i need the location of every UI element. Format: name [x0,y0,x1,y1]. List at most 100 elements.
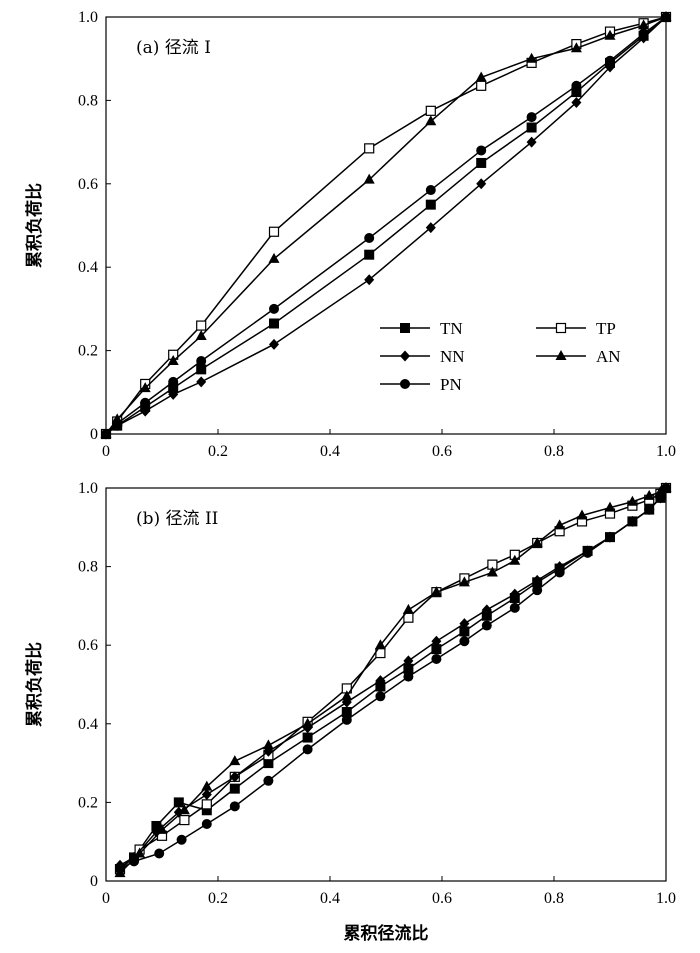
data-point-pn [375,691,386,702]
data-point-an [178,804,190,815]
data-point-nn [532,574,543,586]
y-tick-label: 1.0 [78,9,98,26]
data-point-an [167,355,179,366]
legend: TN TP NN AN PN [380,319,621,394]
data-point-pn [154,848,165,859]
y-tick-label: 0.6 [78,637,98,654]
data-point-pn [661,12,671,22]
y-tick-label: 1.0 [78,480,98,497]
x-axis-label: 累积径流比 [344,923,429,944]
data-point-pn [341,714,352,725]
data-point-pn [129,856,139,867]
series-line-pn [105,16,667,435]
legend-marker-nn [400,350,410,362]
panel-title: (b) 径流 II [136,509,218,529]
data-point-nn [459,618,470,630]
legend-marker-tp [555,322,567,334]
data-point-an [509,554,521,565]
data-point-an [576,509,588,520]
series-line-nn [105,16,667,435]
data-point-nn [229,771,240,783]
data-point-pn [425,185,436,196]
data-point-pn [481,620,492,631]
data-point-tp [364,143,375,154]
x-tick-label: 1.0 [656,443,676,460]
data-point-nn [364,274,375,286]
data-point-nn [481,604,492,616]
data-point-tn [302,732,313,743]
data-point-tn [201,805,212,816]
series-line-an [105,16,667,435]
y-tick-label: 0.2 [78,343,98,360]
data-point-tn [425,199,436,210]
data-point-nn [509,588,520,600]
data-point-pn [509,602,520,613]
data-point-nn [151,826,162,838]
data-point-nn [269,338,279,350]
data-point-an [363,173,375,184]
x-tick-label: 0 [102,443,110,460]
data-point-tn [196,364,207,375]
data-point-pn [115,864,125,875]
x-tick-label: 1.0 [656,890,676,907]
data-point-tn [263,758,274,769]
data-point-an [570,42,582,53]
data-point-pn [526,112,537,123]
data-point-tn [403,663,414,674]
legend-marker-pn [400,379,410,389]
data-point-pn [532,585,543,596]
data-point-nn [431,635,442,647]
y-tick-label: 0.2 [78,794,98,811]
data-point-pn [582,547,593,558]
data-point-pn [201,819,212,830]
data-point-tp [425,105,436,116]
legend-label-an: AN [596,347,621,366]
data-point-nn [571,96,582,108]
data-point-pn [101,429,111,439]
x-tick-label: 0.6 [432,890,452,907]
data-point-tn [375,681,386,692]
data-point-pn [168,376,179,387]
data-point-tn [481,610,492,621]
data-point-an [402,603,414,614]
data-point-tn [526,122,537,133]
data-point-pn [605,55,615,66]
data-point-an [604,501,616,512]
data-point-an [486,566,498,577]
data-point-tn [269,318,279,329]
x-tick-label: 0.2 [208,890,228,907]
legend-label-tp: TP [596,319,616,338]
data-point-nn [425,222,436,234]
data-point-pn [644,504,655,515]
data-point-pn [176,834,187,845]
x-tick-label: 0.4 [320,443,340,460]
data-point-an [156,823,168,834]
data-point-tn [341,707,352,718]
panel-b: 0 0.2 0.4 0.6 0.8 1.0 0 0.2 0.4 0.6 0.8 1.0 累积负荷比累积径… [24,480,676,944]
series-nn [115,482,671,871]
data-point-tp [268,226,280,237]
data-point-pn [196,356,207,367]
data-point-an [554,519,566,530]
y-tick-label: 0.4 [78,259,98,276]
x-tick-label: 0.6 [432,443,452,460]
data-point-tn [173,797,184,808]
data-point-an [262,739,274,750]
data-point-tn [151,820,162,831]
legend-marker-tn [400,323,410,333]
data-point-an [341,690,353,701]
data-point-nn [403,655,414,667]
data-point-pn [403,671,414,682]
x-tick-label: 0.8 [544,443,564,460]
data-point-an [268,252,280,263]
data-point-pn [571,80,582,91]
data-point-an [302,717,314,728]
data-point-nn [201,789,212,801]
data-point-pn [476,145,487,156]
data-point-an [430,586,442,597]
data-point-tn [431,644,442,655]
data-point-an [604,29,616,40]
data-point-tp [179,814,190,826]
data-point-tn [229,783,240,794]
